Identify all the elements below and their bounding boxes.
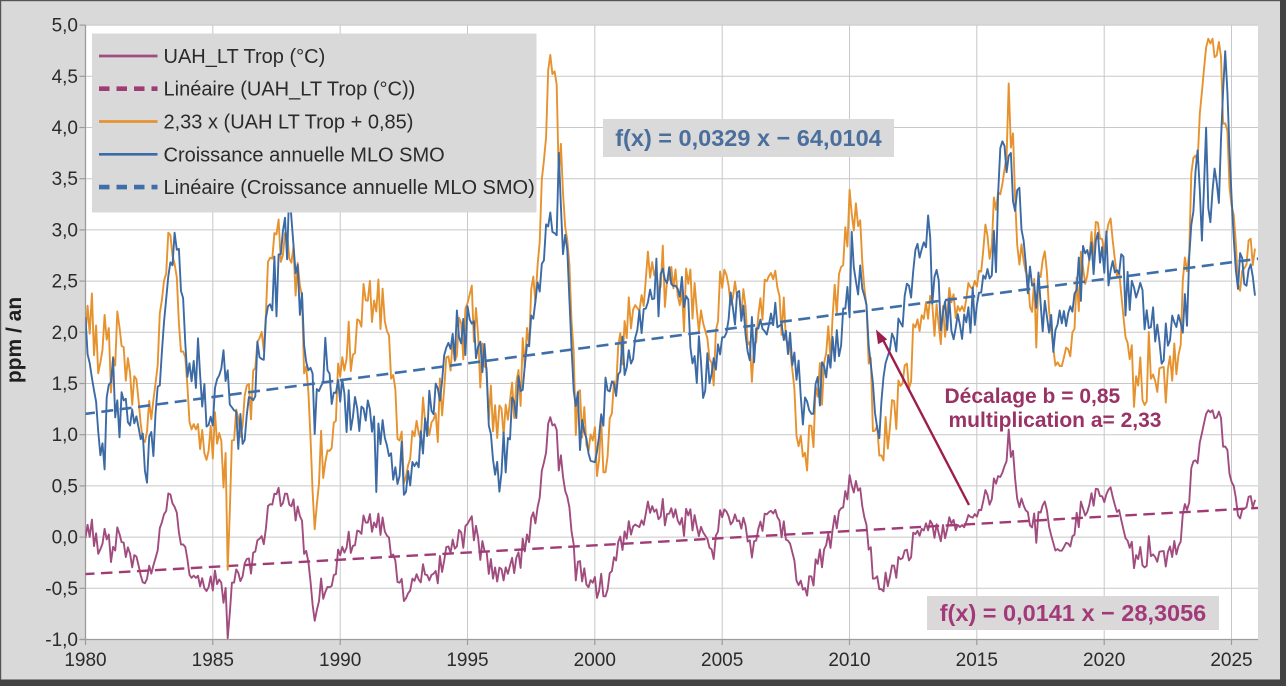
- svg-text:4,5: 4,5: [52, 67, 78, 88]
- svg-text:2015: 2015: [956, 650, 998, 671]
- svg-text:2020: 2020: [1083, 650, 1125, 671]
- svg-text:UAH_LT Trop (°C): UAH_LT Trop (°C): [164, 46, 326, 68]
- svg-text:Linéaire (UAH_LT Trop (°C)): Linéaire (UAH_LT Trop (°C)): [164, 79, 416, 101]
- svg-text:-0,5: -0,5: [45, 579, 78, 600]
- svg-text:1980: 1980: [64, 650, 106, 671]
- svg-text:2,33 x (UAH LT Trop + 0,85): 2,33 x (UAH LT Trop + 0,85): [164, 112, 414, 134]
- svg-text:1,5: 1,5: [52, 374, 78, 395]
- svg-text:2010: 2010: [828, 650, 870, 671]
- svg-text:Croissance annuelle MLO SMO: Croissance annuelle MLO SMO: [164, 144, 445, 166]
- svg-text:f(x) = 0,0141 x − 28,3056: f(x) = 0,0141 x − 28,3056: [940, 600, 1207, 626]
- svg-text:2005: 2005: [701, 650, 743, 671]
- svg-text:Décalage b = 0,85: Décalage b = 0,85: [945, 385, 1121, 408]
- svg-text:2000: 2000: [574, 650, 616, 671]
- svg-text:2,5: 2,5: [52, 272, 78, 293]
- svg-text:0,5: 0,5: [52, 476, 78, 497]
- svg-text:1995: 1995: [446, 650, 488, 671]
- svg-text:4,0: 4,0: [52, 118, 78, 139]
- svg-text:Linéaire (Croissance annuelle: Linéaire (Croissance annuelle MLO SMO): [164, 177, 535, 199]
- svg-text:2025: 2025: [1210, 650, 1252, 671]
- svg-text:1985: 1985: [192, 650, 234, 671]
- svg-text:f(x) = 0,0329 x − 64,0104: f(x) = 0,0329 x − 64,0104: [615, 125, 882, 151]
- svg-text:1990: 1990: [319, 650, 361, 671]
- svg-text:3,5: 3,5: [52, 169, 78, 190]
- svg-text:3,0: 3,0: [52, 220, 78, 241]
- svg-text:-1,0: -1,0: [45, 630, 78, 651]
- svg-text:multiplication a= 2,33: multiplication a= 2,33: [949, 409, 1162, 432]
- svg-text:ppm / an: ppm / an: [3, 297, 26, 383]
- svg-text:1,0: 1,0: [52, 425, 78, 446]
- svg-text:2,0: 2,0: [52, 323, 78, 344]
- svg-text:5,0: 5,0: [52, 16, 78, 37]
- svg-text:0,0: 0,0: [52, 528, 78, 549]
